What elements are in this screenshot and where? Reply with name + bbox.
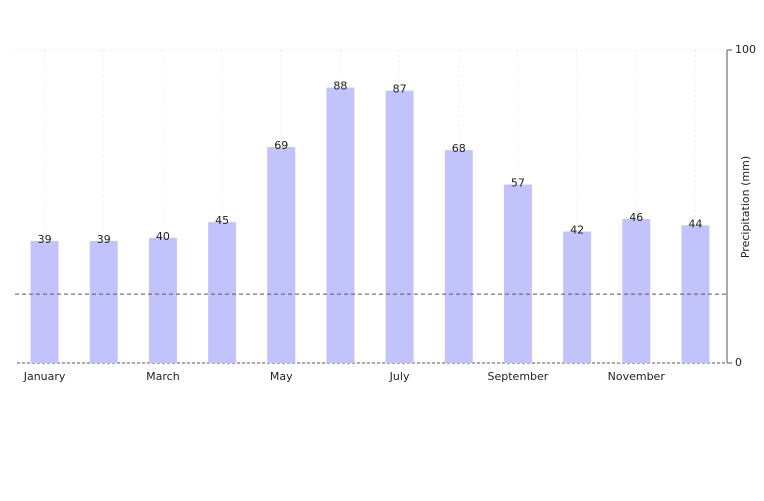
bar <box>503 184 532 363</box>
x-tick-label: March <box>146 370 180 383</box>
value-label: 45 <box>215 214 229 227</box>
bar <box>89 240 118 363</box>
value-label: 57 <box>511 177 525 190</box>
value-label: 39 <box>38 233 52 246</box>
value-label: 44 <box>688 217 702 230</box>
bar <box>208 222 237 363</box>
value-label: 88 <box>333 80 347 93</box>
y-tick-label: 100 <box>735 43 756 56</box>
bar <box>622 219 651 363</box>
x-tick-label: May <box>270 370 293 383</box>
x-tick-label: January <box>23 370 66 383</box>
value-label: 69 <box>274 139 288 152</box>
bar <box>385 90 414 363</box>
x-tick-label: July <box>389 370 410 383</box>
value-label: 42 <box>570 224 584 237</box>
value-label: 39 <box>97 233 111 246</box>
y-tick-label: 0 <box>735 356 742 369</box>
bar <box>148 237 177 363</box>
bar <box>444 150 473 363</box>
value-label: 87 <box>393 83 407 96</box>
x-tick-label: November <box>608 370 666 383</box>
y-axis-label: Precipitation (mm) <box>739 156 752 258</box>
value-label: 40 <box>156 230 170 243</box>
value-label: 68 <box>452 142 466 155</box>
bar <box>326 87 355 363</box>
bar <box>267 147 296 363</box>
x-tick-label: September <box>488 370 549 383</box>
bar <box>563 231 592 363</box>
bar <box>30 240 59 363</box>
value-label: 46 <box>629 211 643 224</box>
